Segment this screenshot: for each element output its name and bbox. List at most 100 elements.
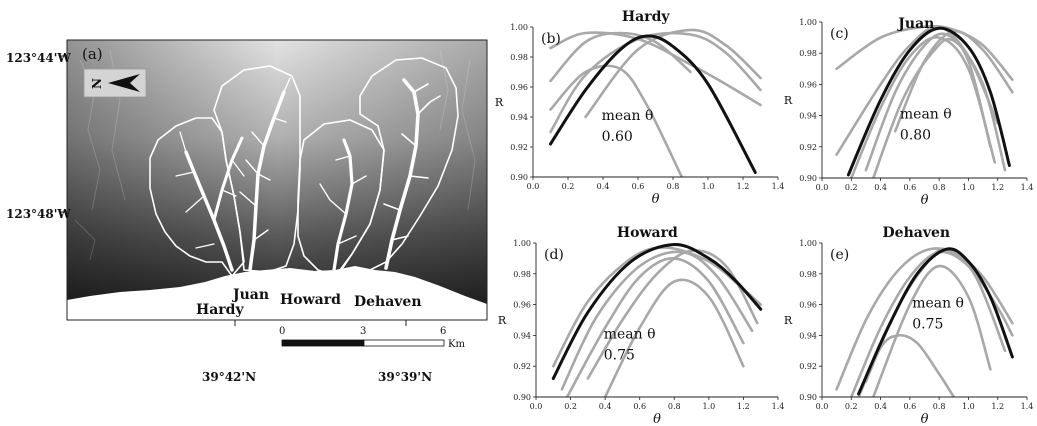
basin-label-juan: Juan [231,287,269,303]
series-line [835,247,1014,391]
panel-label: (d) [544,247,564,263]
series-line [603,278,745,397]
x-tick-label: 0.0 [530,402,543,411]
x-tick-label: 1.2 [737,182,750,191]
x-tick-label: 0.4 [874,402,887,411]
chart-title: Hardy [622,9,670,25]
chart-panels: 0.0 0.2 0.4 0.6 0.8 1.0 1.2 1.4 0.90 0.92 0.94 0.96… [495,9,1034,426]
annotation-label: mean θ [912,296,964,312]
x-tick-label: 1.2 [991,402,1004,411]
series-line [872,264,992,397]
scale-bar: 0 3 6 Km [279,326,465,350]
north-arrow: N [83,68,147,98]
annotation-label: mean θ [900,107,952,123]
x-tick-label: 0.6 [903,402,916,411]
map-panel: (a) N 123°44'W 123°48'W 39°42'N 39°39'N … [6,39,488,384]
svg-text:0: 0 [279,326,285,337]
chart-title: Howard [617,225,678,241]
x-tick-label: 0.4 [597,182,610,191]
chart-juan: 0.0 0.2 0.4 0.6 0.8 1.0 1.2 1.4 0.90 0.92 0.94 0.96… [784,16,1034,208]
y-tick-label: 0.94 [513,331,531,340]
x-tick-label: 1.2 [991,183,1004,192]
chart-hardy: 0.0 0.2 0.4 0.6 0.8 1.0 1.2 1.4 0.90 0.92 0.94 0.96… [495,9,785,207]
annotation-value: 0.60 [602,129,633,145]
map-panel-label: (a) [82,45,103,63]
x-axis-label: θ [652,192,660,207]
ocean-area [67,266,487,320]
coord-bottom-left: 39°42'N [202,370,256,384]
x-tick-label: 0.0 [816,183,829,192]
series-group [835,24,1014,178]
x-tick-label: 1.4 [1021,183,1034,192]
x-tick-label: 0.8 [933,183,946,192]
plot-area [835,247,1014,397]
x-tick-label: 0.8 [933,402,946,411]
x-tick-label: 0.2 [564,402,577,411]
mean-curve-line [857,247,1014,396]
chart-title: Juan [896,16,934,32]
plot-area [549,28,762,177]
series-line [549,31,762,134]
x-tick-label: 0.2 [845,402,858,411]
x-tick-label: 0.2 [562,182,575,191]
mean-curve-line [846,26,1011,177]
x-tick-label: 0.8 [667,182,680,191]
series-line [872,37,1007,178]
svg-text:Km: Km [448,339,465,350]
x-tick-label: 1.0 [962,402,975,411]
y-tick-label: 0.96 [513,301,531,310]
y-tick-label: 0.92 [513,362,531,371]
x-tick-label: 1.0 [962,183,975,192]
mean-curve-line [549,34,757,174]
x-tick-label: 0.4 [874,183,887,192]
y-tick-label: 0.92 [510,143,528,152]
coord-left-top: 123°44'W [6,51,71,65]
series-line [549,31,692,83]
series-line [549,31,762,107]
x-axis-label: θ [921,412,929,426]
y-tick-label: 0.90 [510,173,528,182]
series-line [560,250,754,391]
x-tick-label: 1.0 [702,402,715,411]
annotation-value: 0.75 [604,347,635,363]
y-tick-label: 0.94 [799,331,817,340]
basin-label-howard: Howard [280,292,341,308]
annotation-value: 0.75 [912,317,943,333]
x-tick-label: 0.6 [633,402,646,411]
x-tick-label: 0.0 [527,182,540,191]
basin-label-hardy: Hardy [196,302,244,318]
basin-label-dehaven: Dehaven [354,294,422,310]
y-tick-label: 1.00 [510,23,528,32]
mean-curve-line [551,243,763,380]
north-arrow-icon [108,74,140,92]
y-tick-label: 0.90 [513,393,531,402]
series-line [586,249,759,380]
y-tick-label: 1.00 [799,18,817,27]
basin-juan-outline [213,65,301,273]
y-axis-label: R [498,314,507,327]
series-group [835,247,1014,397]
series-line [584,28,762,119]
x-tick-label: 0.0 [816,402,829,411]
x-tick-label: 1.4 [1021,402,1034,411]
y-tick-label: 0.92 [799,362,817,371]
y-tick-label: 0.98 [510,53,528,62]
y-tick-label: 1.00 [799,239,817,248]
stream-network [175,77,441,272]
series-line [552,246,762,368]
x-tick-label: 1.0 [702,182,715,191]
basin-outlines [149,57,459,278]
chart-dehaven: 0.0 0.2 0.4 0.6 0.8 1.0 1.2 1.4 0.90 0.92 0.94 0.96… [784,225,1034,426]
series-line [565,257,745,397]
coord-bottom-right: 39°39'N [378,370,432,384]
series-group [551,243,763,397]
svg-text:3: 3 [360,326,366,337]
x-tick-label: 0.6 [632,182,645,191]
y-tick-label: 0.90 [799,393,817,402]
y-tick-label: 0.94 [799,112,817,121]
y-tick-label: 1.00 [513,239,531,248]
x-axis-label: θ [921,193,929,208]
y-tick-label: 0.94 [510,113,528,122]
panel-label: (c) [830,26,849,42]
